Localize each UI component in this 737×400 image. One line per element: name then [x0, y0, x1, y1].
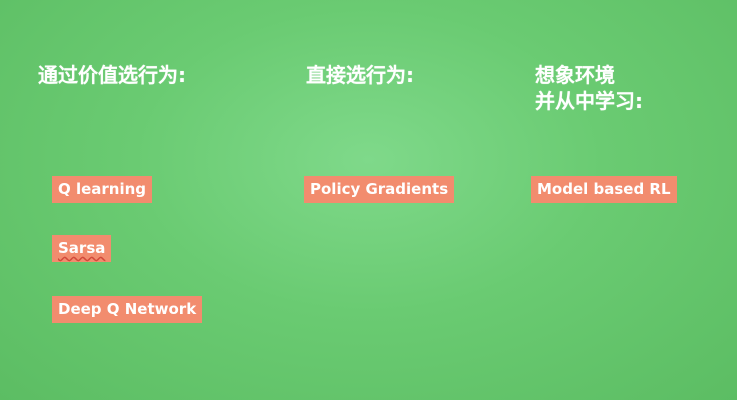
tag-sarsa: Sarsa: [52, 235, 112, 262]
heading-value-based: 通过价值选行为:: [38, 63, 186, 87]
tag-policy-gradients: Policy Gradients: [304, 176, 455, 203]
heading-model-based: 想象环境 并从中学习:: [535, 63, 643, 113]
heading-policy-based: 直接选行为:: [306, 63, 414, 87]
tag-sarsa-label: Sarsa: [58, 239, 106, 257]
tag-deep-q-network: Deep Q Network: [52, 296, 203, 323]
tag-q-learning: Q learning: [52, 176, 153, 203]
tag-model-based-rl: Model based RL: [531, 176, 677, 203]
